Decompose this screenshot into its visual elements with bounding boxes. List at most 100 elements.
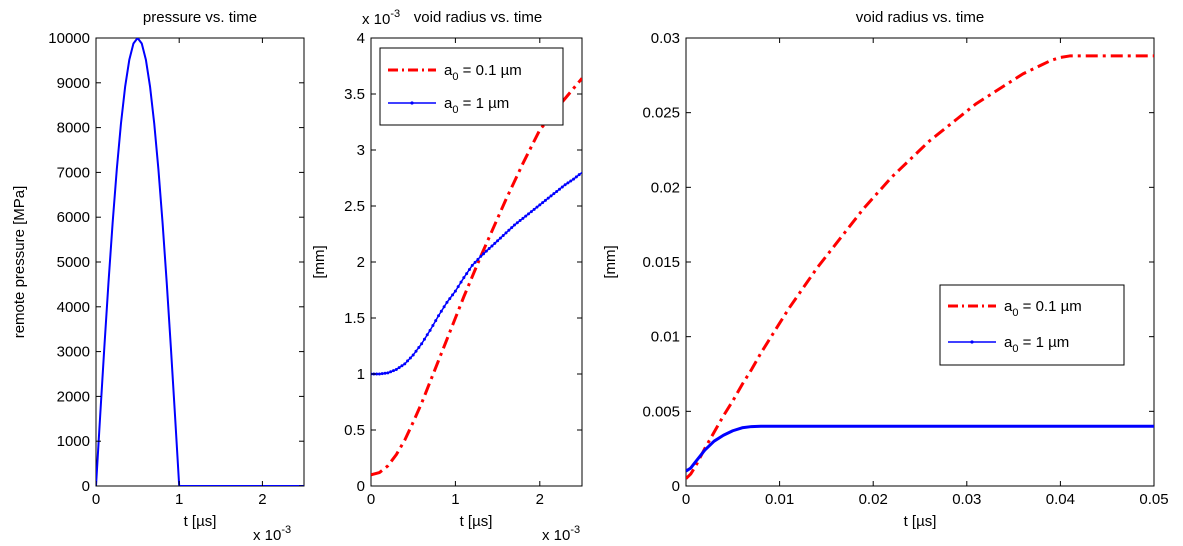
data-point bbox=[400, 364, 404, 368]
series-line-blue bbox=[371, 171, 582, 375]
data-point bbox=[414, 349, 418, 353]
data-point bbox=[527, 212, 531, 216]
data-point bbox=[504, 231, 508, 235]
x-tick-label: 0.01 bbox=[765, 491, 794, 508]
data-point bbox=[394, 368, 398, 372]
legend-box bbox=[379, 47, 564, 126]
data-point bbox=[515, 221, 519, 225]
void-radius-chart-small: 0 1 2 0 0.5 1 1.5 2 2.5 3 3.5 4 void radius vs. tim… bbox=[311, 8, 583, 544]
data-point bbox=[566, 181, 570, 185]
x-tick-label: 1 bbox=[175, 491, 183, 508]
x-tick-label: 0 bbox=[682, 491, 690, 508]
data-point bbox=[425, 333, 429, 337]
data-point bbox=[453, 289, 457, 293]
data-point bbox=[411, 353, 415, 357]
y-tick-label: 0.015 bbox=[642, 254, 680, 271]
y-axis-label: [mm] bbox=[311, 245, 328, 278]
y-tick-label: 8000 bbox=[57, 120, 90, 137]
data-point bbox=[543, 198, 547, 202]
data-point bbox=[490, 244, 494, 248]
y-tick-label: 0.025 bbox=[642, 105, 680, 122]
legend-entry-2-prefix: a bbox=[444, 95, 453, 112]
series-group bbox=[371, 77, 582, 477]
series-group bbox=[686, 54, 1154, 480]
data-point bbox=[510, 226, 514, 230]
data-point bbox=[406, 359, 410, 363]
data-point bbox=[386, 371, 390, 375]
data-point bbox=[541, 201, 545, 205]
data-point bbox=[535, 205, 539, 209]
data-point bbox=[521, 216, 525, 220]
data-point bbox=[383, 371, 387, 375]
data-point bbox=[549, 194, 553, 198]
data-point bbox=[569, 179, 573, 183]
legend-entry-1: a0 = 0.1 µm bbox=[444, 62, 522, 83]
y-exponent-base: x 10 bbox=[362, 11, 390, 28]
data-point bbox=[574, 175, 578, 179]
data-point bbox=[456, 285, 460, 289]
data-point bbox=[422, 337, 426, 341]
data-point bbox=[434, 319, 438, 323]
data-point bbox=[524, 214, 528, 218]
y-tick-label: 0 bbox=[672, 478, 680, 495]
y-tick-label: 4000 bbox=[57, 299, 90, 316]
y-tick-label: 0.5 bbox=[344, 422, 365, 439]
x-tick-label: 1 bbox=[451, 491, 459, 508]
y-tick-label: 2 bbox=[357, 254, 365, 271]
y-tick-label: 1.5 bbox=[344, 310, 365, 327]
x-axis-label: t [µs] bbox=[460, 513, 493, 530]
data-point bbox=[577, 173, 581, 177]
ticks-group: 0 1 2 0 1000 2000 3000 4000 5000 6000 7000 8000 9000… bbox=[48, 30, 304, 508]
data-point bbox=[479, 254, 483, 258]
data-point bbox=[408, 356, 412, 360]
data-point bbox=[552, 192, 556, 196]
legend-entry-2-suffix: = 1 µm bbox=[1018, 334, 1069, 351]
data-point bbox=[462, 276, 466, 280]
data-point bbox=[482, 252, 486, 256]
data-point bbox=[498, 236, 502, 240]
y-tick-label: 0.005 bbox=[642, 403, 680, 420]
chart-title: void radius vs. time bbox=[856, 9, 984, 26]
data-point bbox=[459, 280, 463, 284]
y-tick-label: 2000 bbox=[57, 388, 90, 405]
x-tick-label: 0.02 bbox=[859, 491, 888, 508]
data-point bbox=[470, 263, 474, 267]
legend-entry-1: a0 = 0.1 µm bbox=[1004, 298, 1082, 319]
y-tick-label: 0.01 bbox=[651, 329, 680, 346]
legend-entry-2: a0 = 1 µm bbox=[444, 95, 509, 116]
x-exponent-base: x 10 bbox=[253, 527, 281, 544]
y-tick-label: 1 bbox=[357, 366, 365, 383]
data-point bbox=[375, 372, 379, 376]
y-exponent-label: x 10-3 bbox=[362, 8, 400, 28]
legend-entry-2-sub: 0 bbox=[452, 104, 458, 116]
data-point bbox=[431, 323, 435, 327]
y-tick-label: 7000 bbox=[57, 164, 90, 181]
y-exponent-power: -3 bbox=[390, 8, 400, 20]
void-radius-chart-large: 0 0.01 0.02 0.03 0.04 0.05 0 0.005 0.01 0.015 0.02… bbox=[602, 9, 1169, 530]
data-point bbox=[532, 207, 536, 211]
x-exponent-power: -3 bbox=[570, 524, 580, 536]
pressure-chart: 0 1 2 0 1000 2000 3000 4000 5000 6000 7000 8000 9000… bbox=[11, 9, 305, 544]
y-tick-label: 4 bbox=[357, 30, 365, 47]
legend: a0 = 0.1 µm a0 = 1 µm bbox=[379, 47, 564, 126]
data-point bbox=[467, 267, 471, 271]
y-tick-label: 3.5 bbox=[344, 86, 365, 103]
x-tick-label: 0 bbox=[367, 491, 375, 508]
data-point bbox=[439, 309, 443, 313]
x-tick-label: 0.03 bbox=[952, 491, 981, 508]
data-point bbox=[484, 249, 488, 253]
series-line-blue bbox=[96, 38, 304, 486]
data-point bbox=[476, 257, 480, 261]
data-point bbox=[546, 196, 550, 200]
x-exponent-label: x 10-3 bbox=[253, 524, 291, 544]
data-point bbox=[377, 372, 381, 376]
y-tick-label: 0 bbox=[82, 478, 90, 495]
x-tick-label: 0 bbox=[92, 491, 100, 508]
legend-entry-1-sub: 0 bbox=[1012, 307, 1018, 319]
legend-swatch-blue-dot bbox=[410, 101, 414, 105]
y-axis-label: remote pressure [MPa] bbox=[11, 186, 28, 339]
series-group bbox=[96, 38, 304, 486]
data-point bbox=[572, 177, 576, 181]
y-tick-label: 5000 bbox=[57, 254, 90, 271]
legend-entry-2-prefix: a bbox=[1004, 334, 1013, 351]
